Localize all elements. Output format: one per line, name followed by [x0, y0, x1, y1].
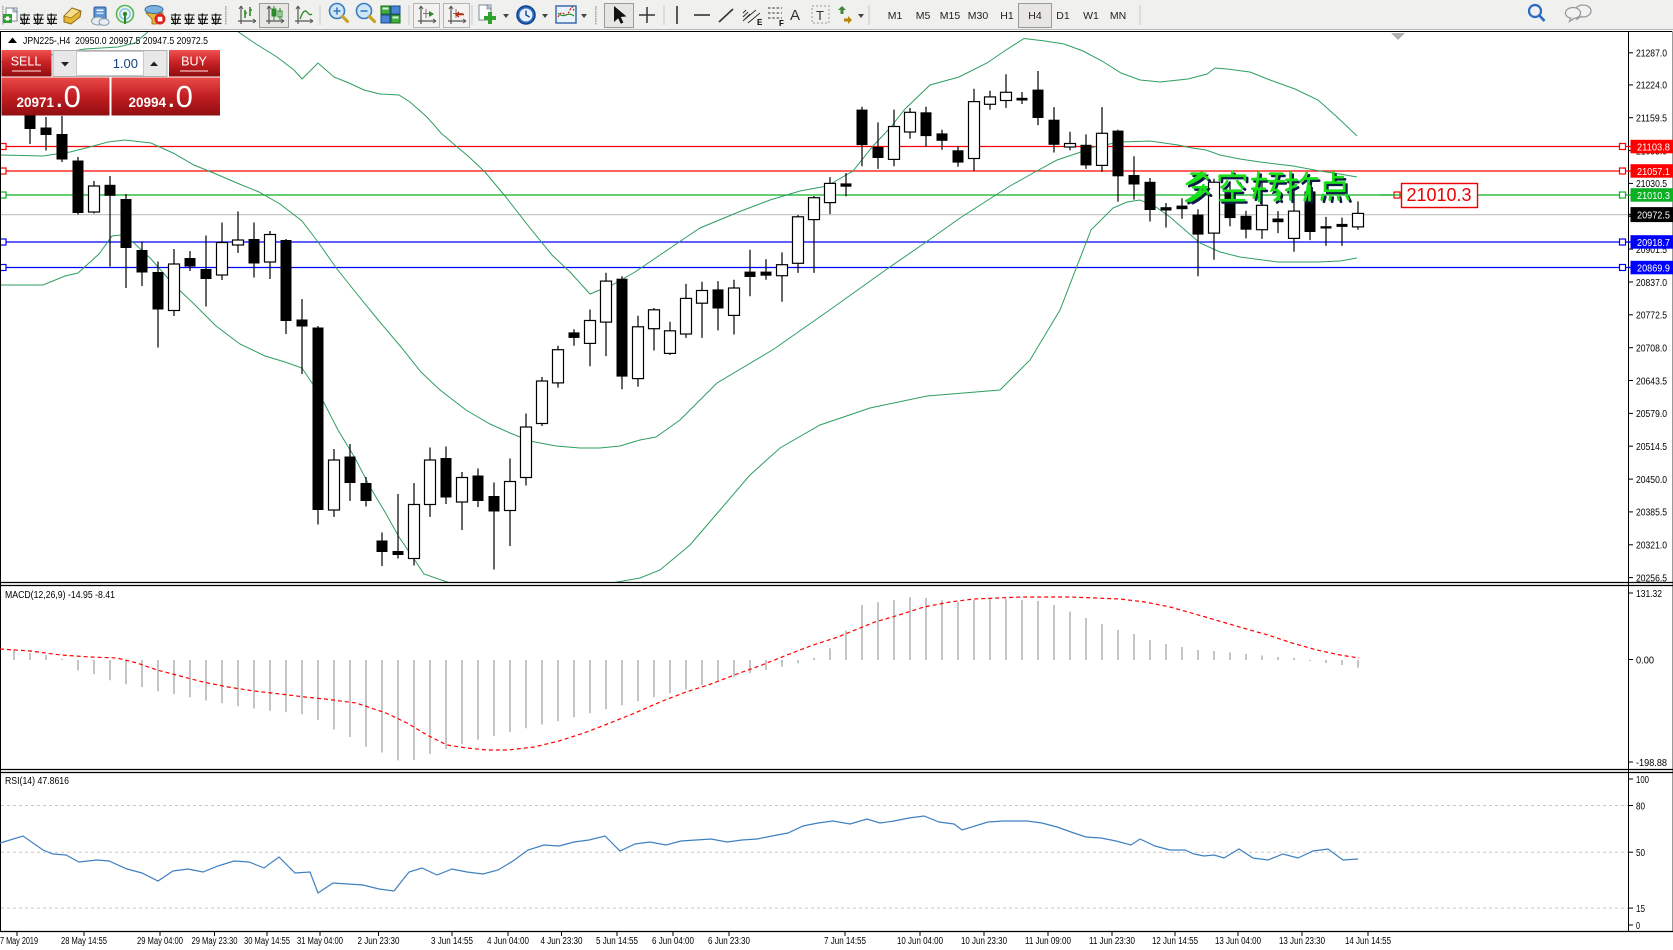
svg-text:5 Jun 14:55: 5 Jun 14:55 [596, 936, 638, 947]
svg-text:20708.0: 20708.0 [1636, 343, 1667, 355]
svg-text:12 Jun 14:55: 12 Jun 14:55 [1152, 936, 1198, 947]
svg-text:28 May 14:55: 28 May 14:55 [61, 936, 107, 947]
svg-text:F: F [779, 19, 784, 28]
svg-text:21030.5: 21030.5 [1636, 178, 1667, 190]
svg-text:15: 15 [1636, 903, 1645, 915]
svg-text:0: 0 [1636, 920, 1640, 932]
svg-text:31 May 04:00: 31 May 04:00 [297, 936, 343, 947]
svg-text:RSI(14) 47.8616: RSI(14) 47.8616 [5, 775, 69, 787]
svg-text:M15: M15 [940, 10, 961, 22]
svg-text:10 Jun 23:30: 10 Jun 23:30 [961, 936, 1007, 947]
svg-text:0.00: 0.00 [1636, 654, 1654, 666]
svg-text:.0: .0 [55, 79, 81, 114]
svg-text:20256.5: 20256.5 [1636, 572, 1667, 584]
svg-text:13 Jun 04:00: 13 Jun 04:00 [1215, 936, 1261, 947]
svg-text:20514.5: 20514.5 [1636, 441, 1667, 453]
svg-text:JPN225-,H4 20950.0 20997.5 20: JPN225-,H4 20950.0 20997.5 20947.5 20972… [23, 35, 208, 47]
svg-text:13 Jun 23:30: 13 Jun 23:30 [1279, 936, 1325, 947]
svg-text:20643.5: 20643.5 [1636, 375, 1667, 387]
svg-text:6 Jun 23:30: 6 Jun 23:30 [708, 936, 750, 947]
svg-text:BUY: BUY [181, 55, 207, 69]
svg-text:D1: D1 [1056, 10, 1070, 22]
svg-text:6 Jun 04:00: 6 Jun 04:00 [652, 936, 694, 947]
svg-text:H4: H4 [1028, 10, 1042, 22]
svg-text:27 May 2019: 27 May 2019 [0, 936, 38, 947]
svg-text:-198.88: -198.88 [1636, 757, 1667, 769]
svg-text:20579.0: 20579.0 [1636, 408, 1667, 420]
svg-text:21010.3: 21010.3 [1637, 190, 1670, 202]
svg-text:21010.3: 21010.3 [1406, 185, 1471, 205]
svg-text:M5: M5 [916, 10, 931, 22]
svg-text:MACD(12,26,9) -14.95 -8.41: MACD(12,26,9) -14.95 -8.41 [5, 589, 115, 601]
svg-text:M1: M1 [888, 10, 903, 22]
svg-text:21103.8: 21103.8 [1637, 142, 1670, 154]
svg-text:14 Jun 14:55: 14 Jun 14:55 [1345, 936, 1391, 947]
svg-text:20971: 20971 [16, 95, 54, 110]
svg-text:E: E [757, 18, 763, 27]
svg-text:2 Jun 23:30: 2 Jun 23:30 [358, 936, 400, 947]
svg-text:11 Jun 09:00: 11 Jun 09:00 [1025, 936, 1071, 947]
svg-text:30 May 14:55: 30 May 14:55 [244, 936, 290, 947]
svg-text:M30: M30 [968, 10, 989, 22]
svg-text:21057.1: 21057.1 [1637, 166, 1670, 178]
svg-text:80: 80 [1636, 800, 1645, 812]
svg-text:10 Jun 04:00: 10 Jun 04:00 [897, 936, 943, 947]
svg-text:20772.5: 20772.5 [1636, 310, 1667, 322]
svg-text:H1: H1 [1000, 10, 1014, 22]
svg-text:29 May 23:30: 29 May 23:30 [192, 936, 238, 947]
svg-text:20869.9: 20869.9 [1637, 263, 1670, 275]
svg-text:1.00: 1.00 [113, 56, 138, 71]
svg-text:20321.0: 20321.0 [1636, 540, 1667, 552]
svg-text:4 Jun 23:30: 4 Jun 23:30 [541, 936, 583, 947]
svg-text:W1: W1 [1083, 10, 1099, 22]
svg-text:3 Jun 14:55: 3 Jun 14:55 [431, 936, 473, 947]
svg-text:T: T [816, 8, 824, 23]
svg-text:131.32: 131.32 [1636, 588, 1662, 600]
svg-text:20385.5: 20385.5 [1636, 507, 1667, 519]
svg-text:.0: .0 [167, 79, 193, 114]
svg-text:20994: 20994 [128, 95, 166, 110]
svg-text:20837.0: 20837.0 [1636, 277, 1667, 289]
svg-text:11 Jun 23:30: 11 Jun 23:30 [1089, 936, 1135, 947]
svg-text:20972.5: 20972.5 [1637, 210, 1670, 222]
svg-text:21224.0: 21224.0 [1636, 80, 1667, 92]
svg-text:100: 100 [1636, 774, 1649, 786]
svg-text:21159.5: 21159.5 [1636, 113, 1667, 125]
svg-text:50: 50 [1636, 847, 1645, 859]
svg-text:MN: MN [1110, 10, 1126, 22]
svg-text:21287.0: 21287.0 [1636, 48, 1667, 60]
svg-text:7 Jun 14:55: 7 Jun 14:55 [824, 936, 866, 947]
svg-text:4 Jun 04:00: 4 Jun 04:00 [487, 936, 529, 947]
svg-text:20918.7: 20918.7 [1637, 237, 1670, 249]
svg-text:29 May 04:00: 29 May 04:00 [137, 936, 183, 947]
svg-text:SELL: SELL [11, 55, 42, 69]
svg-text:20450.0: 20450.0 [1636, 474, 1667, 486]
svg-text:A: A [790, 7, 800, 24]
